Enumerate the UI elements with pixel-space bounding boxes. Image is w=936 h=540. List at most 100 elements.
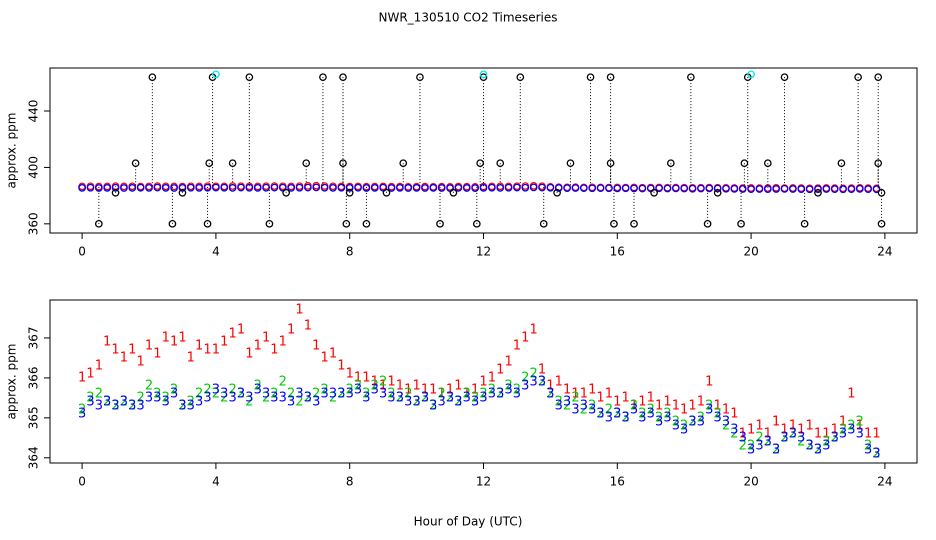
point-marker: 3 — [672, 418, 680, 433]
point-marker: 3 — [153, 390, 161, 405]
point — [111, 183, 120, 192]
x-tick-label: 16 — [610, 475, 625, 489]
point-marker: 1 — [697, 394, 705, 409]
point — [864, 185, 873, 193]
point-marker: 1 — [412, 378, 420, 393]
point — [814, 188, 822, 197]
point-marker: 1 — [145, 338, 153, 353]
point — [476, 159, 485, 168]
point-marker: 3 — [312, 394, 320, 409]
point — [479, 184, 488, 192]
point — [847, 185, 856, 193]
point-marker: 2 — [346, 382, 354, 397]
point — [663, 184, 672, 193]
point-marker: 3 — [839, 426, 847, 441]
point — [854, 73, 862, 82]
point-marker: 3 — [95, 398, 103, 413]
point — [763, 159, 772, 168]
x-tick-label: 4 — [212, 245, 220, 259]
point-marker: 2 — [228, 382, 236, 397]
point-marker: 2 — [479, 386, 487, 401]
point-marker: 1 — [755, 418, 763, 433]
point-marker: 1 — [555, 374, 563, 389]
point-marker: 3 — [647, 406, 655, 421]
point-marker: 3 — [111, 398, 119, 413]
point-marker: 1 — [722, 402, 730, 417]
point-marker: 2 — [521, 370, 529, 385]
point-marker: 1 — [346, 366, 354, 381]
point-marker: 2 — [270, 386, 278, 401]
point — [606, 159, 615, 168]
point-marker: 3 — [471, 394, 479, 409]
point — [839, 185, 847, 194]
point-marker: 2 — [638, 406, 646, 421]
point-marker: 2 — [622, 410, 630, 425]
point-marker: 3 — [145, 390, 153, 405]
point-marker: 2 — [755, 430, 763, 445]
point-marker: 1 — [320, 350, 328, 365]
point-marker: 2 — [95, 386, 103, 401]
point — [472, 219, 481, 228]
point-marker: 2 — [655, 410, 663, 425]
point-marker: 2 — [404, 386, 412, 401]
point-marker: 2 — [471, 390, 479, 405]
point-marker: 1 — [864, 426, 872, 441]
point-marker: 3 — [396, 390, 404, 405]
point — [382, 188, 391, 197]
point — [295, 183, 304, 192]
point-marker: 2 — [647, 402, 655, 417]
point — [606, 73, 615, 82]
point-marker: 1 — [254, 338, 262, 353]
point — [579, 184, 588, 193]
point — [713, 184, 722, 193]
point — [529, 183, 538, 192]
point-marker: 1 — [371, 374, 379, 389]
point-marker: 2 — [747, 438, 755, 453]
point — [354, 183, 362, 192]
point — [471, 184, 479, 193]
point-marker: 3 — [178, 398, 186, 413]
point-marker: 2 — [856, 414, 864, 429]
point-marker: 1 — [814, 426, 822, 441]
point — [203, 219, 212, 228]
point-marker: 3 — [714, 410, 722, 425]
point — [212, 70, 220, 79]
point-marker: 3 — [387, 390, 395, 405]
point — [136, 183, 145, 192]
point-marker: 1 — [530, 322, 538, 337]
point-marker: 2 — [588, 398, 596, 413]
point-marker: 2 — [780, 430, 788, 445]
point-marker: 1 — [178, 330, 186, 345]
point — [94, 184, 103, 192]
point-marker: 2 — [178, 398, 186, 413]
point — [237, 183, 245, 192]
point — [800, 219, 809, 228]
point-marker: 2 — [563, 398, 571, 413]
point — [630, 184, 638, 193]
point-marker: 3 — [847, 422, 855, 437]
point-marker: 2 — [864, 438, 872, 453]
point — [830, 185, 839, 193]
point-marker: 3 — [170, 386, 178, 401]
point — [747, 185, 755, 193]
point-marker: 2 — [279, 374, 287, 389]
point-marker: 1 — [404, 382, 412, 397]
point-marker: 2 — [831, 430, 839, 445]
x-tick-label: 0 — [78, 245, 86, 259]
point-marker: 1 — [245, 346, 253, 361]
point-marker: 1 — [822, 426, 830, 441]
point — [713, 188, 722, 197]
point — [120, 184, 128, 192]
point — [772, 185, 781, 193]
point-marker: 1 — [831, 422, 839, 437]
point — [319, 73, 327, 82]
point-marker: 2 — [596, 406, 604, 421]
point-marker: 1 — [220, 334, 228, 349]
point-marker: 2 — [245, 394, 253, 409]
point-marker: 1 — [780, 422, 788, 437]
point-marker: 1 — [647, 390, 655, 405]
point-marker: 2 — [822, 434, 830, 449]
point-marker: 2 — [504, 378, 512, 393]
point-marker: 3 — [680, 422, 688, 437]
